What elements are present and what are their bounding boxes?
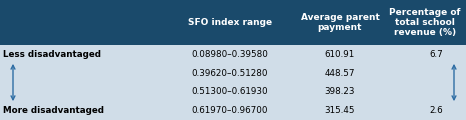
Text: 398.23: 398.23 xyxy=(324,87,355,96)
Text: 448.57: 448.57 xyxy=(324,69,355,78)
Text: 0.51300–0.61930: 0.51300–0.61930 xyxy=(192,87,268,96)
Text: 610.91: 610.91 xyxy=(325,50,355,59)
Text: SFO index range: SFO index range xyxy=(188,18,272,27)
Text: Less disadvantaged: Less disadvantaged xyxy=(3,50,101,59)
Text: 315.45: 315.45 xyxy=(324,106,355,115)
Text: 0.61970–0.96700: 0.61970–0.96700 xyxy=(192,106,268,115)
Text: Percentage of
total school
revenue (%): Percentage of total school revenue (%) xyxy=(389,8,461,37)
Text: More disadvantaged: More disadvantaged xyxy=(3,106,104,115)
Text: 2.6: 2.6 xyxy=(429,106,443,115)
FancyBboxPatch shape xyxy=(0,0,466,45)
Text: 0.08980–0.39580: 0.08980–0.39580 xyxy=(192,50,268,59)
Text: Average parent
payment: Average parent payment xyxy=(301,13,379,32)
Text: 6.7: 6.7 xyxy=(429,50,443,59)
Text: 0.39620–0.51280: 0.39620–0.51280 xyxy=(192,69,268,78)
